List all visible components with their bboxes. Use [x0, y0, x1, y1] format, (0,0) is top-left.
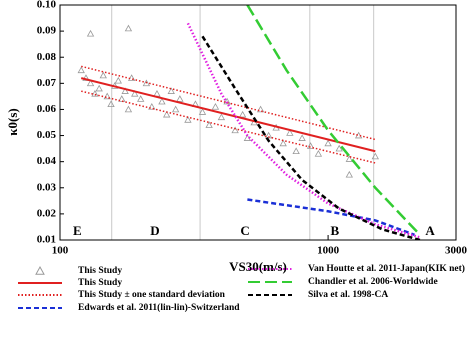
data-point: [176, 95, 184, 102]
x-tick-label: 100: [52, 245, 69, 257]
plot-frame: [59, 4, 457, 241]
data-point: [286, 129, 294, 136]
data-point: [137, 95, 145, 102]
data-point: [314, 150, 323, 157]
y-tick-label: 0.01: [37, 234, 56, 246]
x-tick-label: 1000: [317, 245, 340, 257]
data-point: [211, 103, 220, 110]
data-point: [198, 108, 207, 115]
data-line: [80, 77, 376, 153]
data-point: [335, 144, 343, 152]
legend-label: Van Houtte et al. 2011-Japan(KIK net): [308, 263, 465, 274]
x-axis-label: VS30(m/s): [229, 259, 287, 274]
y-tick-label: 0.04: [37, 155, 57, 167]
data-point: [107, 100, 115, 108]
data-point: [163, 110, 171, 118]
zone-label: A: [425, 223, 435, 238]
y-tick-label: 0.10: [37, 0, 57, 11]
data-point: [171, 105, 180, 113]
y-tick-label: 0.07: [37, 77, 57, 89]
data-point: [121, 87, 129, 94]
data-point: [306, 142, 315, 149]
data-point: [118, 95, 126, 102]
data-point: [371, 152, 379, 160]
data-point: [345, 170, 353, 178]
data-point: [231, 126, 239, 134]
y-tick-label: 0.09: [37, 25, 57, 37]
data-point: [95, 84, 103, 92]
data-point: [238, 110, 247, 118]
data-point: [298, 134, 306, 141]
data-point: [153, 89, 161, 97]
band-line: [81, 90, 376, 164]
legend-symbol: [35, 265, 45, 275]
data-point: [264, 131, 273, 139]
data-point: [167, 87, 175, 94]
data-point: [292, 147, 300, 155]
y-axis-label: κ0(s): [5, 108, 20, 135]
data-point: [77, 66, 85, 74]
y-tick-label: 0.02: [37, 207, 57, 219]
legend-label: Chandler et al. 2006-Worldwide: [308, 277, 438, 287]
zone-label: E: [73, 223, 82, 238]
data-point: [279, 139, 287, 147]
data-point: [82, 74, 90, 81]
data-point: [148, 103, 156, 110]
data-point: [86, 79, 95, 87]
data-point: [324, 139, 332, 147]
legend-label: Edwards et al. 2011(lin-lin)-Switzerland: [78, 302, 240, 313]
y-tick-label: 0.08: [37, 51, 57, 63]
zone-label: C: [240, 223, 249, 238]
x-tick-label: 3000: [445, 245, 468, 257]
data-point: [86, 29, 95, 37]
data-point: [256, 105, 265, 113]
zone-label: D: [150, 223, 159, 238]
data-point: [345, 155, 353, 162]
data-point: [184, 116, 192, 123]
y-tick-label: 0.03: [37, 181, 57, 193]
data-point: [142, 79, 151, 87]
legend-label: This Study: [78, 278, 122, 288]
data-point: [103, 92, 111, 100]
y-tick-label: 0.05: [37, 129, 57, 141]
data-point: [114, 76, 122, 84]
data-point: [217, 113, 226, 121]
legend-label: This Study ± one standard deviation: [78, 290, 226, 300]
data-point: [91, 89, 99, 97]
y-tick-label: 0.06: [37, 103, 57, 115]
zone-label: B: [331, 223, 340, 238]
data-point: [205, 121, 213, 128]
legend-label: This Study: [78, 266, 122, 276]
data-point: [124, 105, 133, 113]
data-line: [246, 5, 421, 236]
data-line: [186, 22, 421, 239]
data-point: [99, 71, 107, 79]
data-point: [124, 24, 133, 32]
legend-label: Silva et al. 1998-CA: [308, 290, 388, 300]
data-point: [223, 97, 231, 105]
data-point: [158, 97, 166, 105]
data-point: [131, 89, 139, 97]
